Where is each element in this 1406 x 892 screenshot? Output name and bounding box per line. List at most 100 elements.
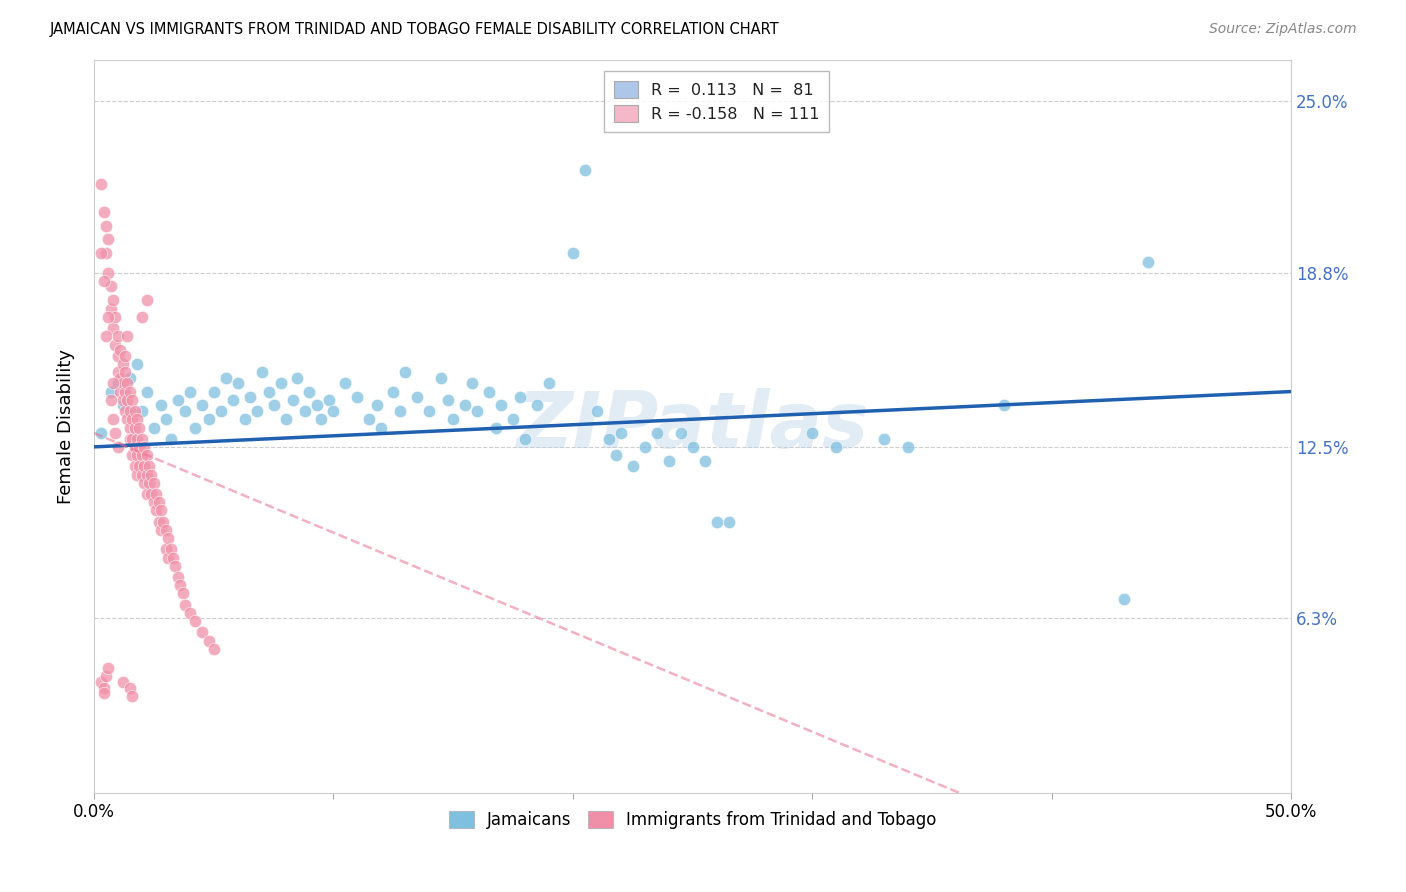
Point (149, 503, 172, 517)
Point (441, 412, 464, 426)
Point (141, 487, 163, 501)
Point (174, 404, 197, 418)
Point (165, 558, 187, 573)
Point (135, 487, 157, 501)
Point (117, 329, 139, 343)
Point (111, 357, 134, 371)
Point (100, 384, 122, 399)
Text: Source: ZipAtlas.com: Source: ZipAtlas.com (1209, 22, 1357, 37)
Point (1136, 254, 1159, 268)
Point (294, 404, 316, 418)
Point (1112, 592, 1135, 607)
Point (114, 404, 136, 418)
Point (394, 365, 416, 379)
Point (141, 467, 163, 482)
Point (389, 404, 412, 418)
Point (142, 495, 165, 509)
Point (90, 177, 112, 191)
Point (110, 384, 132, 399)
Point (346, 390, 368, 404)
Point (155, 412, 177, 426)
Point (131, 404, 153, 418)
Point (634, 440, 657, 454)
Point (250, 365, 273, 379)
Point (128, 440, 150, 454)
Point (135, 467, 157, 482)
Point (101, 412, 124, 426)
Point (246, 404, 269, 418)
Point (430, 370, 453, 384)
Point (157, 550, 180, 565)
Point (166, 392, 188, 407)
Point (370, 420, 392, 434)
Point (222, 392, 245, 407)
Point (107, 349, 129, 363)
Point (418, 404, 440, 418)
Point (183, 614, 205, 628)
Point (174, 598, 197, 612)
Point (239, 390, 262, 404)
Point (169, 578, 191, 592)
Point (94, 669, 117, 683)
Point (257, 384, 280, 399)
Point (100, 279, 122, 293)
Point (94, 246, 117, 260)
Point (382, 384, 405, 399)
Point (693, 453, 716, 467)
Point (107, 365, 129, 379)
Point (537, 376, 560, 391)
Point (93, 274, 115, 288)
Point (118, 384, 141, 399)
Point (111, 675, 134, 690)
Point (134, 440, 156, 454)
Point (118, 432, 141, 446)
Point (149, 398, 172, 412)
Point (121, 689, 143, 703)
Point (145, 487, 167, 501)
Point (489, 398, 512, 412)
Point (118, 420, 141, 434)
Point (202, 641, 225, 656)
Point (270, 376, 292, 391)
Point (131, 467, 153, 482)
Point (138, 459, 160, 474)
Point (454, 398, 477, 412)
Point (142, 420, 165, 434)
Point (100, 392, 122, 407)
Point (117, 376, 139, 391)
Point (682, 440, 704, 454)
Point (135, 448, 157, 462)
Point (104, 337, 127, 351)
Point (281, 392, 304, 407)
Point (148, 495, 170, 509)
Point (110, 343, 132, 357)
Point (128, 420, 150, 434)
Point (131, 310, 153, 324)
Point (149, 523, 172, 537)
Point (101, 293, 124, 308)
Point (111, 398, 134, 412)
Point (183, 420, 205, 434)
Point (135, 384, 157, 399)
Point (114, 365, 136, 379)
Point (801, 425, 824, 440)
Point (117, 412, 139, 426)
Point (155, 523, 177, 537)
Point (605, 448, 627, 462)
Point (162, 550, 184, 565)
Point (335, 376, 357, 391)
Point (190, 398, 212, 412)
Point (233, 412, 256, 426)
Point (873, 432, 896, 446)
Point (134, 459, 156, 474)
Point (97, 661, 120, 675)
Point (610, 425, 633, 440)
Point (202, 384, 225, 399)
Point (513, 432, 536, 446)
Point (318, 392, 340, 407)
Point (263, 398, 285, 412)
Point (179, 606, 201, 620)
Legend: Jamaicans, Immigrants from Trinidad and Tobago: Jamaicans, Immigrants from Trinidad and … (441, 804, 943, 836)
Point (157, 531, 180, 545)
Point (179, 384, 201, 399)
